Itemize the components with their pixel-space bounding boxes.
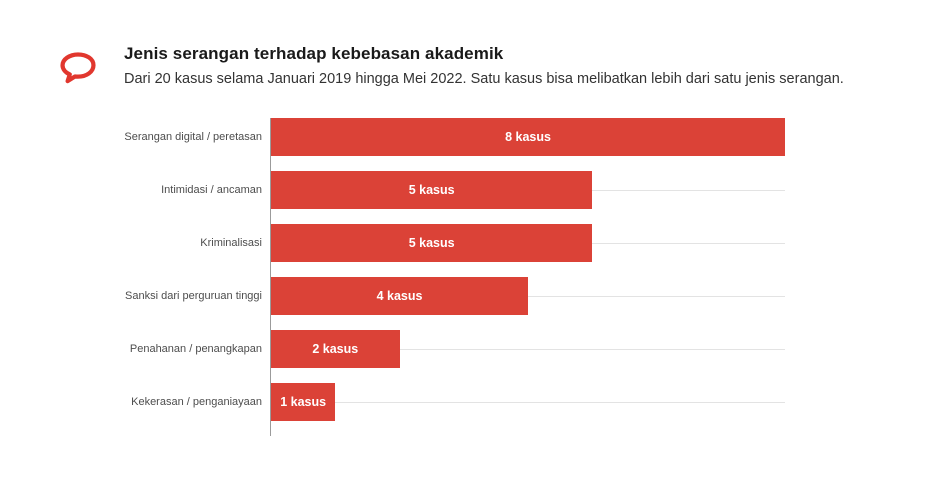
category-label: Penahanan / penangkapan bbox=[129, 343, 262, 355]
chart-row: Penahanan / penangkapan 2 kasus bbox=[60, 330, 785, 368]
chart-row: Sanksi dari perguruan tinggi 4 kasus bbox=[60, 277, 785, 315]
y-axis-line bbox=[270, 118, 271, 436]
bar-value-label: 5 kasus bbox=[408, 183, 455, 197]
speech-bubble-icon bbox=[60, 52, 96, 84]
bar-value-label: 2 kasus bbox=[312, 342, 359, 356]
chart-row: Kekerasan / penganiayaan 1 kasus bbox=[60, 383, 785, 421]
chart-row: Serangan digital / peretasan 8 kasus bbox=[60, 118, 785, 156]
category-label: Serangan digital / peretasan bbox=[124, 131, 262, 143]
gridline bbox=[271, 349, 785, 350]
chart-row: Kriminalisasi 5 kasus bbox=[60, 224, 785, 262]
bar-track: 8 kasus bbox=[271, 118, 785, 156]
bar-value-label: 4 kasus bbox=[376, 289, 423, 303]
bar: 8 kasus bbox=[271, 118, 785, 156]
bar: 2 kasus bbox=[271, 330, 400, 368]
chart-header: Jenis serangan terhadap kebebasan akadem… bbox=[60, 44, 886, 87]
chart-subtitle: Dari 20 kasus selama Januari 2019 hingga… bbox=[124, 71, 844, 87]
bar-value-label: 8 kasus bbox=[505, 130, 551, 144]
bar-chart: Serangan digital / peretasan 8 kasus Intim… bbox=[60, 118, 785, 436]
bar-track: 2 kasus bbox=[271, 330, 785, 368]
bar: 4 kasus bbox=[271, 277, 528, 315]
bar-track: 4 kasus bbox=[271, 277, 785, 315]
category-label: Kriminalisasi bbox=[200, 237, 262, 249]
gridline bbox=[271, 296, 785, 297]
category-label: Sanksi dari perguruan tinggi bbox=[125, 290, 262, 302]
bar-track: 5 kasus bbox=[271, 224, 785, 262]
bar-value-label: 1 kasus bbox=[280, 395, 327, 409]
bar: 1 kasus bbox=[271, 383, 336, 421]
category-label: Kekerasan / penganiayaan bbox=[131, 396, 262, 408]
bar-track: 1 kasus bbox=[271, 383, 785, 421]
bar-value-label: 5 kasus bbox=[408, 236, 455, 250]
bar: 5 kasus bbox=[271, 171, 593, 209]
title-block: Jenis serangan terhadap kebebasan akadem… bbox=[124, 44, 844, 87]
chart-row: Intimidasi / ancaman 5 kasus bbox=[60, 171, 785, 209]
bar-track: 5 kasus bbox=[271, 171, 785, 209]
bar: 5 kasus bbox=[271, 224, 593, 262]
chart-title: Jenis serangan terhadap kebebasan akadem… bbox=[124, 44, 504, 63]
gridline bbox=[271, 402, 785, 403]
category-label: Intimidasi / ancaman bbox=[161, 184, 262, 196]
